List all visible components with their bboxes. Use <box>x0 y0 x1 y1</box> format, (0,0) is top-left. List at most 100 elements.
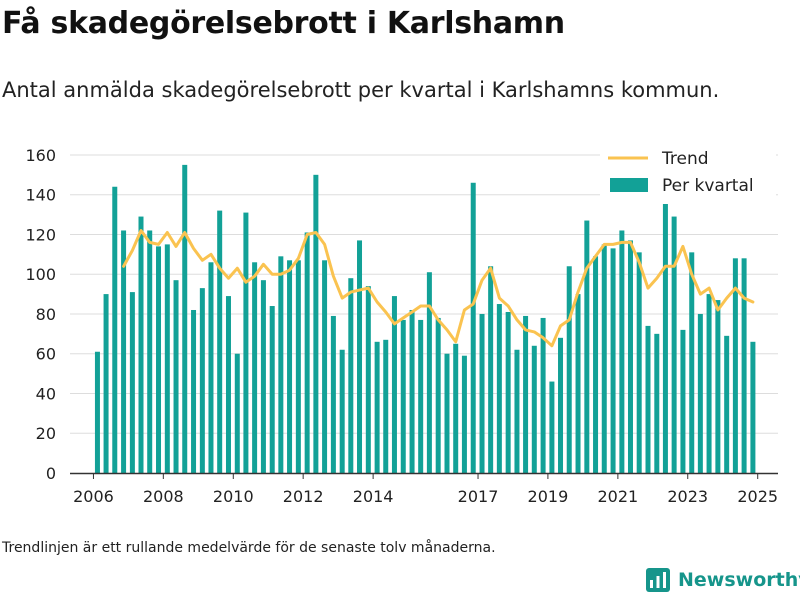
bar <box>453 343 459 473</box>
bar <box>654 333 660 473</box>
bar <box>488 266 494 473</box>
newsworthy-logo-icon <box>646 568 670 592</box>
bar <box>313 174 319 473</box>
y-tick-label: 160 <box>25 146 56 165</box>
bar <box>94 351 100 473</box>
legend-bar-label: Per kvartal <box>662 176 754 196</box>
y-tick-label: 40 <box>36 384 56 403</box>
bar <box>383 339 389 473</box>
bar <box>750 341 756 473</box>
x-tick-label: 2006 <box>73 487 114 506</box>
bar <box>584 220 590 473</box>
bar <box>523 315 529 473</box>
bar <box>689 252 695 473</box>
bar <box>243 212 249 473</box>
bar <box>121 230 127 473</box>
bar <box>208 262 214 473</box>
bar <box>164 244 170 473</box>
bar <box>558 337 564 473</box>
bar <box>287 260 293 473</box>
bar <box>732 258 738 473</box>
bar <box>199 288 205 473</box>
bar <box>540 317 546 473</box>
bar <box>173 280 179 473</box>
bar <box>260 280 266 473</box>
bar <box>514 349 520 473</box>
footnote: Trendlinjen är ett rullande medelvärde f… <box>2 540 496 556</box>
bar <box>575 294 581 473</box>
bar <box>391 296 397 473</box>
bar <box>671 216 677 473</box>
legend-background <box>600 146 776 204</box>
legend: Trend Per kvartal <box>600 146 776 204</box>
chart-subtitle: Antal anmälda skadegörelsebrott per kvar… <box>2 78 720 102</box>
bar <box>374 341 380 473</box>
y-tick-label: 80 <box>36 305 56 324</box>
x-tick-label: 2012 <box>283 487 324 506</box>
bar <box>418 319 424 473</box>
bar <box>234 353 240 473</box>
bar <box>112 186 118 473</box>
bar <box>225 296 231 473</box>
bar <box>217 210 223 473</box>
y-tick-label: 60 <box>36 345 56 364</box>
bar <box>601 244 607 473</box>
bar <box>741 258 747 473</box>
bar <box>662 194 668 474</box>
bar <box>182 164 188 473</box>
y-tick-label: 20 <box>36 424 56 443</box>
y-tick-label: 0 <box>46 464 56 483</box>
bar <box>479 313 485 473</box>
bar <box>138 216 144 473</box>
x-tick-label: 2014 <box>353 487 394 506</box>
bar <box>365 286 371 473</box>
bar <box>435 317 441 473</box>
bar <box>470 182 476 473</box>
bar <box>129 292 135 473</box>
bar <box>697 313 703 473</box>
brand: Newsworthy <box>646 568 800 592</box>
x-tick-label: 2010 <box>213 487 254 506</box>
bar <box>593 256 599 473</box>
bar <box>706 294 712 473</box>
bar <box>505 311 511 473</box>
bar <box>295 260 301 473</box>
bar <box>330 315 336 473</box>
legend-bar-swatch <box>610 178 648 192</box>
trend-line <box>122 229 755 348</box>
bar <box>339 349 345 473</box>
bar <box>549 381 555 473</box>
x-tick-label: 2017 <box>458 487 499 506</box>
bar <box>426 272 432 473</box>
chart: 0 20 40 60 80 100 120 140 160 2006 2008 2010 2012 20… <box>25 146 778 506</box>
x-tick-label: 2021 <box>598 487 639 506</box>
x-axis-ticks: 2006 2008 2010 2012 2014 2017 2019 2021 2023 2025 <box>73 473 778 506</box>
bar <box>636 252 642 473</box>
x-tick-label: 2008 <box>143 487 184 506</box>
bar <box>156 246 162 473</box>
bar <box>715 300 721 473</box>
bar <box>680 329 686 473</box>
bar <box>357 240 363 473</box>
bar <box>444 353 450 473</box>
bar <box>252 262 258 473</box>
bar <box>348 278 354 473</box>
bar <box>278 256 284 473</box>
bar <box>610 248 616 473</box>
bar <box>566 266 572 473</box>
bar <box>724 335 730 473</box>
bar <box>103 294 109 473</box>
bar <box>191 309 197 473</box>
bar <box>461 355 467 473</box>
y-tick-label: 140 <box>25 186 56 205</box>
y-axis-tick-labels: 0 20 40 60 80 100 120 140 160 <box>25 146 56 483</box>
bar <box>409 309 415 473</box>
x-tick-label: 2025 <box>737 487 778 506</box>
legend-trend-label: Trend <box>661 149 709 169</box>
bar <box>322 260 328 473</box>
y-tick-label: 120 <box>25 225 56 244</box>
x-tick-label: 2019 <box>528 487 569 506</box>
bar <box>531 345 537 473</box>
bar <box>304 232 310 473</box>
y-tick-label: 100 <box>25 265 56 284</box>
